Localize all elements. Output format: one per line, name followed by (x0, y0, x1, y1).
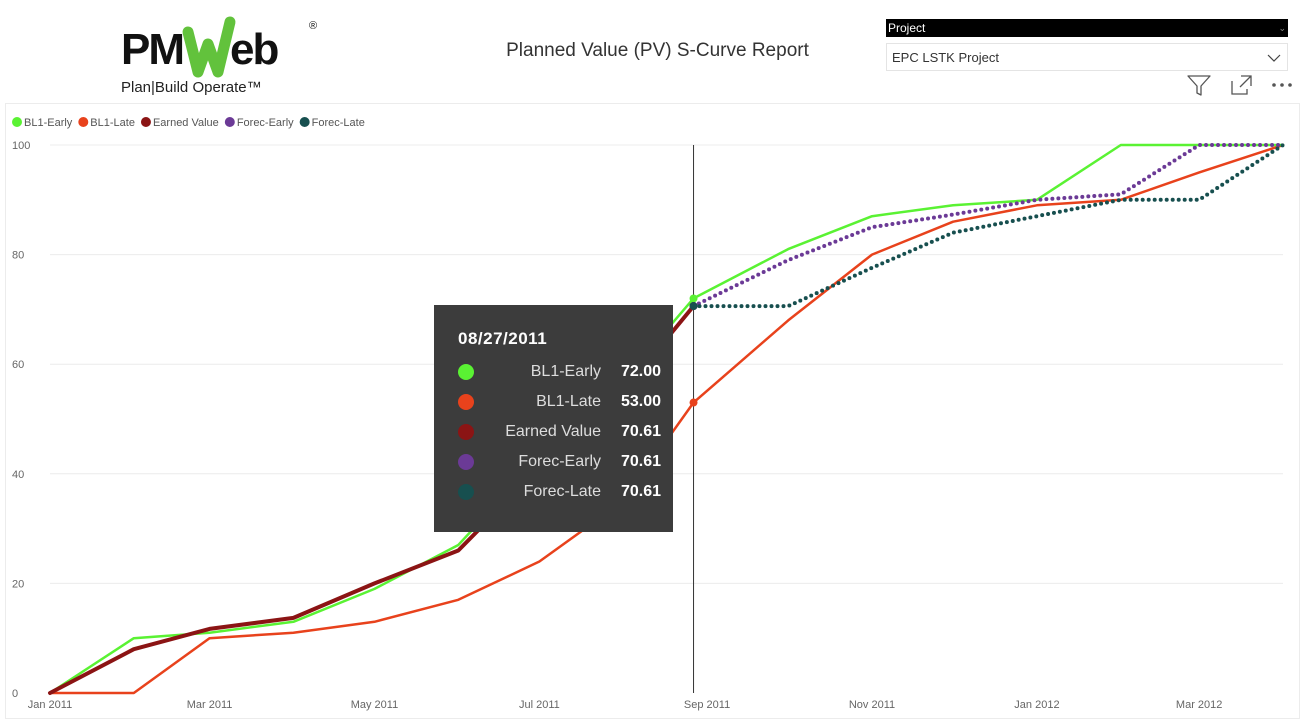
series-line-forec-late (691, 143, 1285, 309)
project-dropdown-value: EPC LSTK Project (892, 50, 999, 65)
x-tick-label: Sep 2011 (684, 699, 730, 711)
legend-label: Forec-Early (237, 117, 294, 129)
tooltip-series-dot (458, 484, 474, 500)
series-line-forec-early (691, 143, 1285, 309)
y-tick-label: 20 (12, 578, 24, 590)
legend-marker (224, 117, 235, 127)
x-axis: Jan 2011 Mar 2011 May 2011 Jul 2011 Sep 2011… (28, 699, 1223, 711)
chart-tooltip: 08/27/2011 BL1-Early 72.00 BL1-Late 53.00 Ea… (434, 305, 673, 532)
logo-tagline: Plan|Build Operate™ (121, 79, 262, 96)
y-tick-label: 60 (12, 359, 24, 371)
svg-text:PM: PM (121, 25, 183, 74)
tooltip-row: BL1-Early 72.00 (458, 357, 673, 387)
y-tick-label: 80 (12, 250, 24, 262)
cursor-point (689, 302, 698, 311)
legend-marker (299, 117, 310, 127)
tooltip-row: Forec-Early 70.61 (458, 447, 673, 477)
chart-legend: BL1-Early BL1-Late Earned Value Forec-Early… (12, 117, 365, 129)
x-tick-label: Nov 2011 (849, 699, 895, 711)
x-tick-label: Jan 2011 (28, 699, 72, 711)
project-dropdown[interactable]: EPC LSTK Project (886, 43, 1288, 71)
page-title: Planned Value (PV) S-Curve Report (506, 40, 809, 61)
tooltip-series-value: 70.61 (620, 483, 661, 500)
tooltip-series-dot (458, 424, 474, 440)
focus-mode-icon[interactable] (1228, 73, 1254, 97)
filter-icon[interactable] (1186, 73, 1212, 97)
tooltip-series-dot (458, 394, 474, 410)
y-tick-label: 0 (12, 688, 18, 700)
more-options-icon[interactable] (1270, 73, 1296, 97)
tooltip-series-name: Earned Value (505, 423, 601, 440)
tooltip-series-name: Forec-Late (523, 483, 601, 500)
legend-marker (12, 117, 22, 127)
tooltip-series-name: BL1-Early (530, 363, 601, 380)
tooltip-row: Forec-Late 70.61 (458, 477, 673, 507)
tooltip-row: BL1-Late 53.00 (458, 387, 673, 417)
legend-marker (140, 117, 151, 127)
tooltip-row: Earned Value 70.61 (458, 417, 673, 447)
tooltip-series-name: BL1-Late (536, 393, 601, 410)
legend-label: BL1-Early (24, 117, 73, 129)
cursor-point (689, 398, 698, 407)
legend-label: Earned Value (153, 117, 219, 129)
y-axis: 0 20 40 60 80 100 (12, 140, 30, 700)
project-slicer-label: Project (888, 21, 926, 35)
x-tick-label: May 2011 (351, 699, 399, 711)
legend-label: Forec-Late (312, 117, 365, 129)
registered-mark: ® (309, 20, 317, 32)
x-tick-label: Jan 2012 (1014, 699, 1059, 711)
pmweb-logo: PM eb ® Plan|Build Operate™ (121, 16, 317, 96)
chart-visual-frame (5, 103, 1300, 719)
cursor-point (689, 294, 698, 303)
collapse-icon[interactable]: ⌄ (1278, 23, 1286, 33)
x-tick-label: Jul 2011 (519, 699, 560, 711)
legend-marker (78, 117, 89, 127)
tooltip-series-value: 53.00 (620, 393, 661, 410)
tooltip-series-dot (458, 364, 474, 380)
tooltip-series-value: 70.61 (620, 423, 661, 440)
hover-cursor (689, 145, 698, 693)
legend-label: BL1-Late (90, 117, 135, 129)
tooltip-series-value: 72.00 (620, 363, 661, 380)
tooltip-date: 08/27/2011 (458, 329, 548, 348)
project-slicer-header[interactable]: Project ⌄ (886, 19, 1288, 37)
svg-text:eb: eb (230, 25, 278, 74)
y-tick-label: 40 (12, 469, 24, 481)
tooltip-series-dot (458, 454, 474, 470)
x-tick-label: Mar 2011 (187, 699, 233, 711)
x-tick-label: Mar 2012 (1176, 699, 1222, 711)
tooltip-series-value: 70.61 (620, 453, 661, 470)
chevron-down-icon (1267, 54, 1281, 62)
tooltip-series-name: Forec-Early (518, 453, 601, 470)
y-tick-label: 100 (12, 140, 30, 152)
